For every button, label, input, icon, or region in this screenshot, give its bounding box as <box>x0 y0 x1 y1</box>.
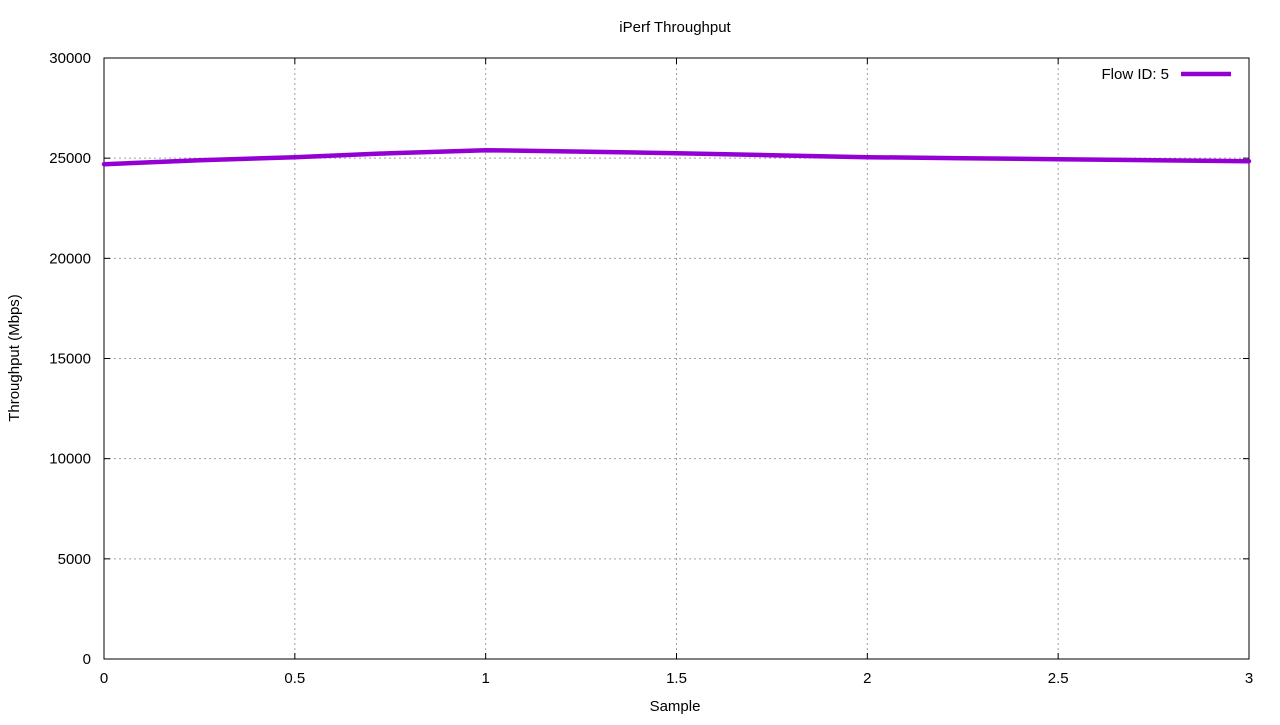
y-tick-label: 30000 <box>49 50 91 67</box>
data-point <box>769 152 775 158</box>
series-layer <box>101 147 1252 167</box>
y-tick-label: 5000 <box>58 551 91 568</box>
data-point <box>483 147 488 153</box>
y-tick-label: 10000 <box>49 451 91 468</box>
x-axis-label: Sample <box>650 698 701 715</box>
data-point <box>865 154 870 160</box>
x-tick-label: 0 <box>100 670 108 687</box>
data-point <box>292 154 298 160</box>
y-tick-label: 25000 <box>49 150 91 167</box>
legend-label-flow-5: Flow ID: 5 <box>1101 66 1169 83</box>
data-point <box>197 157 202 163</box>
plot-border <box>103 57 1250 660</box>
data-point <box>101 161 107 167</box>
chart-title: iPerf Throughput <box>619 19 731 36</box>
axis-ticks <box>103 57 1250 660</box>
data-point <box>1055 156 1061 162</box>
data-point <box>388 150 393 156</box>
x-tick-label: 1.5 <box>666 670 687 687</box>
data-point <box>674 150 679 156</box>
y-tick-label: 20000 <box>49 250 91 267</box>
y-tick-label: 15000 <box>49 351 91 368</box>
y-tick-label: 0 <box>83 651 91 668</box>
data-point <box>1151 157 1156 163</box>
data-point <box>578 149 584 154</box>
x-tick-label: 1 <box>481 670 489 687</box>
x-tick-label: 2 <box>863 670 871 687</box>
x-tick-label: 2.5 <box>1048 670 1069 687</box>
data-point <box>1246 158 1252 164</box>
data-point <box>960 155 965 161</box>
x-tick-label: 3 <box>1245 670 1253 687</box>
y-axis-label: Throughput (Mbps) <box>6 294 23 422</box>
tick-labels: 0 0.5 1 1.5 2 2.5 3 0 5000 10000 15000 20000 25000 30… <box>49 50 1253 687</box>
x-tick-label: 0.5 <box>284 670 305 687</box>
chart-legend: Flow ID: 5 <box>1101 66 1231 83</box>
